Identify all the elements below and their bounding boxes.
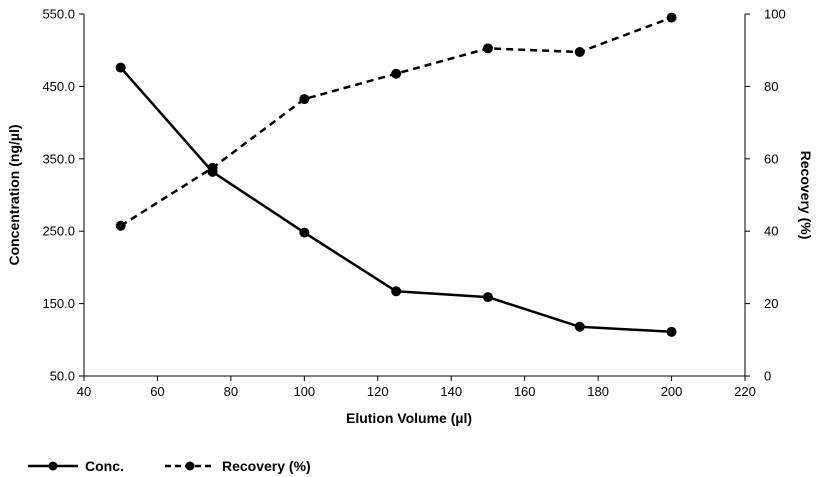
x-tick-label: 40 (77, 384, 91, 399)
right-tick-label: 20 (764, 296, 778, 311)
data-point-recovery (482, 43, 493, 54)
right-tick-label: 60 (764, 151, 778, 166)
axes: 40 60 80 100 120 140 160 180 200 22050.0150.0250.… (42, 7, 785, 400)
right-tick-label: 40 (764, 224, 778, 239)
data-point-recovery (666, 12, 677, 23)
legend-label-conc: Conc. (85, 458, 124, 474)
data-point-conc (482, 292, 493, 303)
data-point-recovery (391, 68, 402, 79)
x-tick-label: 120 (367, 384, 389, 399)
data-point-recovery (574, 47, 585, 58)
x-tick-label: 80 (224, 384, 238, 399)
legend: Conc. Recovery (%) (28, 458, 311, 474)
x-axis-title: Elution Volume (µl) (346, 410, 472, 426)
left-tick-label: 450.0 (42, 79, 75, 94)
x-tick-label: 200 (661, 384, 683, 399)
data-point-conc (391, 286, 402, 297)
left-tick-label: 150.0 (42, 296, 75, 311)
legend-item-recovery: Recovery (%) (165, 458, 311, 474)
series-line-recovery (120, 16, 673, 227)
x-tick-label: 60 (150, 384, 164, 399)
left-tick-label: 550.0 (42, 7, 75, 22)
left-axis-title: Concentration (ng/µl) (6, 124, 22, 265)
right-tick-label: 80 (764, 79, 778, 94)
data-point-recovery (299, 94, 310, 105)
x-tick-label: 100 (293, 384, 315, 399)
data-point-recovery (115, 220, 126, 231)
data-point-conc (666, 326, 677, 337)
left-tick-label: 50.0 (50, 369, 75, 384)
data-point-conc (115, 62, 126, 73)
series-layer (115, 12, 677, 337)
x-tick-label: 180 (587, 384, 609, 399)
data-point-recovery (207, 162, 218, 173)
x-tick-label: 140 (440, 384, 462, 399)
left-tick-label: 350.0 (42, 151, 75, 166)
data-point-conc (574, 321, 585, 332)
right-axis-title: Recovery (%) (798, 151, 814, 240)
legend-item-conc: Conc. (28, 458, 124, 474)
right-tick-label: 0 (764, 369, 771, 384)
left-tick-label: 250.0 (42, 224, 75, 239)
x-tick-label: 160 (514, 384, 536, 399)
legend-label-recovery: Recovery (%) (222, 458, 311, 474)
data-point-conc (299, 227, 310, 238)
right-tick-label: 100 (764, 7, 786, 22)
x-tick-label: 220 (734, 384, 756, 399)
